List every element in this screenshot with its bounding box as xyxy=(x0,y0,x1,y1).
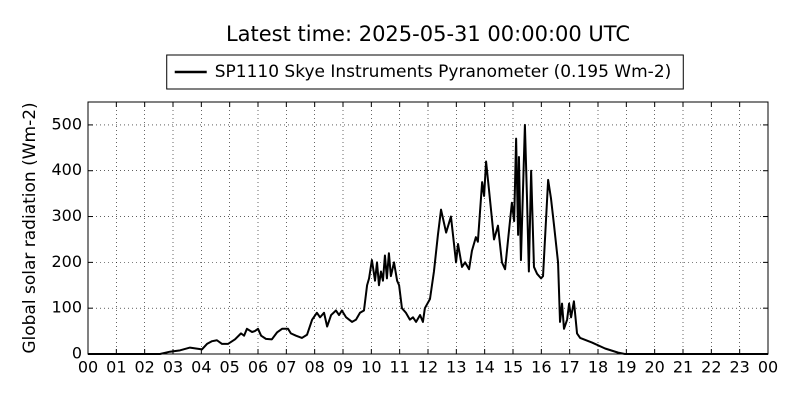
x-tick-label: 16 xyxy=(531,358,551,377)
x-tick-label: 17 xyxy=(559,358,579,377)
legend-label: SP1110 Skye Instruments Pyranometer (0.1… xyxy=(215,62,672,82)
y-tick-label: 200 xyxy=(51,252,82,271)
x-tick-label: 08 xyxy=(304,358,324,377)
x-tick-label: 22 xyxy=(701,358,721,377)
x-tick-label: 09 xyxy=(333,358,353,377)
x-tick-label: 14 xyxy=(474,358,494,377)
x-tick-label: 19 xyxy=(616,358,636,377)
x-tick-label: 03 xyxy=(163,358,183,377)
x-tick-label: 20 xyxy=(644,358,664,377)
x-tick-label: 04 xyxy=(191,358,211,377)
plot-frame xyxy=(87,101,769,355)
x-tick-label: 01 xyxy=(106,358,126,377)
x-tick-label: 00 xyxy=(78,358,98,377)
x-tick-label: 21 xyxy=(673,358,693,377)
x-tick-label: 07 xyxy=(276,358,296,377)
y-tick-label: 400 xyxy=(51,160,82,179)
x-tick-label: 13 xyxy=(446,358,466,377)
y-axis-label: Global solar radiation (Wm-2) xyxy=(20,102,40,353)
data-line xyxy=(88,123,768,355)
x-tick-label: 12 xyxy=(418,358,438,377)
x-tick-label: 02 xyxy=(134,358,154,377)
x-tick-label: 05 xyxy=(219,358,239,377)
legend-box xyxy=(166,54,684,90)
x-tick-label: 06 xyxy=(248,358,268,377)
y-tick-label: 300 xyxy=(51,206,82,225)
x-tick-label: 18 xyxy=(588,358,608,377)
x-tick-label: 10 xyxy=(361,358,381,377)
y-tick-label: 0 xyxy=(72,344,82,363)
x-tick-label: 23 xyxy=(729,358,749,377)
chart-title: Latest time: 2025-05-31 00:00:00 UTC xyxy=(226,22,630,46)
y-tick-label: 100 xyxy=(51,298,82,317)
legend: SP1110 Skye Instruments Pyranometer (0.1… xyxy=(166,54,684,90)
x-tick-label: 15 xyxy=(503,358,523,377)
x-tick-label: 00 xyxy=(758,358,778,377)
x-tick-label: 11 xyxy=(389,358,409,377)
y-tick-label: 500 xyxy=(51,114,82,133)
